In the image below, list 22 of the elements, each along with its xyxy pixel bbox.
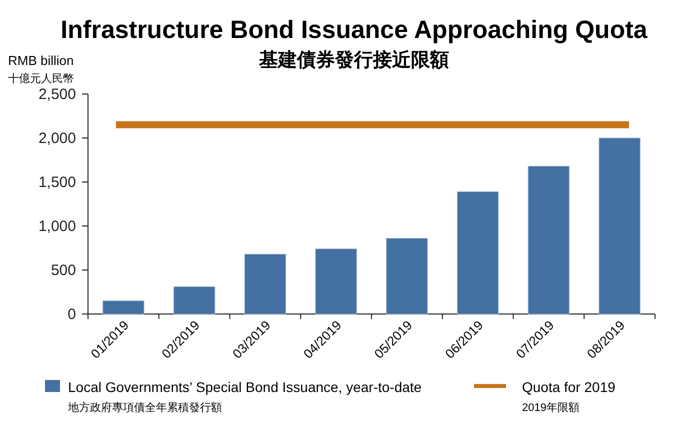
text: 2019年限額 [522,401,580,414]
bar [315,248,357,314]
y-tick-label: 0 [68,306,76,323]
chart-title: Infrastructure Bond Issuance Approaching Quota [60,16,648,44]
bar [386,238,428,314]
legend-label: Local Governments’ Special Bond Issuance, year-to-date [68,379,422,395]
y-tick-label: 500 [50,262,76,279]
bar [456,191,499,314]
bar [102,300,144,314]
bar [244,254,286,314]
y-tick-label: 2,000 [38,130,76,147]
y-tick-label: 1,000 [38,218,76,235]
text: 十億元人民幣 [8,72,74,85]
bar [173,286,216,314]
bar [598,138,640,314]
y-tick-label: 1,500 [38,174,76,191]
y-axis-title: RMB billion [8,53,74,68]
legend-label: Quota for 2019 [522,379,616,395]
chart-subtitle: 基建債券發行接近限額 [258,49,449,71]
y-tick-label: 2,500 [38,86,76,103]
text: 地方政府專項債全年累積發行額 [67,401,222,414]
bar [528,166,570,314]
